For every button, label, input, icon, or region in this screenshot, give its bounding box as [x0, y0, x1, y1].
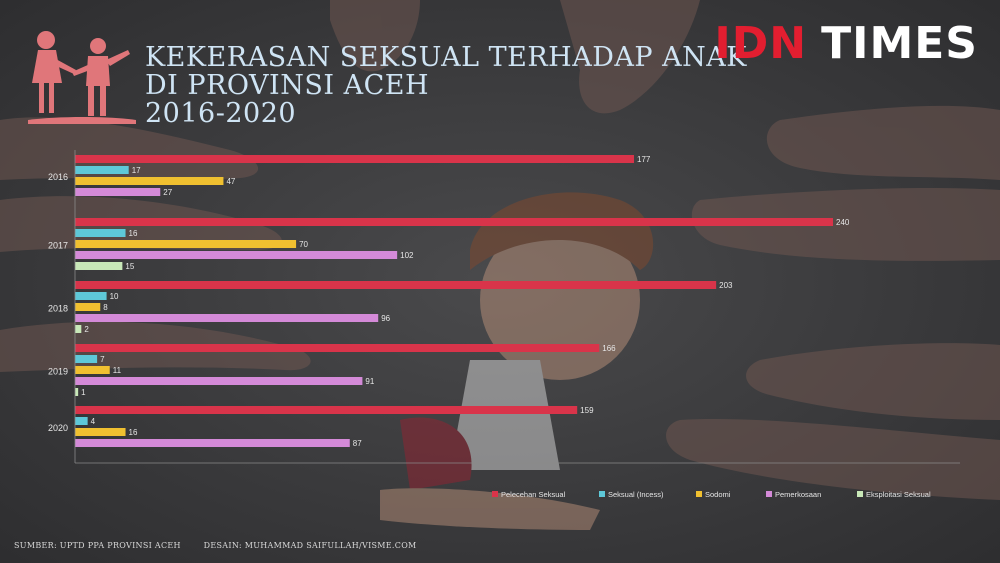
bar	[75, 439, 350, 447]
idn-times-logo: IDN TIMES	[714, 18, 978, 69]
bar	[75, 388, 79, 396]
bar-value-label: 70	[299, 240, 308, 249]
y-tick-label: 2019	[48, 367, 68, 377]
bar-value-label: 177	[637, 155, 651, 164]
bar	[75, 417, 88, 425]
bar-value-label: 27	[163, 188, 172, 197]
bar-value-label: 159	[580, 406, 594, 415]
bar-value-label: 16	[129, 428, 138, 437]
bar-value-label: 7	[100, 355, 105, 364]
legend-swatch	[492, 491, 498, 497]
bar-value-label: 16	[129, 229, 138, 238]
legend-swatch	[599, 491, 605, 497]
bar	[75, 177, 224, 185]
bar	[75, 366, 110, 374]
bar-value-label: 1	[81, 388, 86, 397]
bar-value-label: 47	[226, 177, 235, 186]
y-tick-label: 2016	[48, 172, 68, 182]
bar	[75, 281, 717, 289]
bar-value-label: 240	[836, 218, 850, 227]
bar-value-label: 2	[84, 325, 89, 334]
bar	[75, 428, 126, 436]
y-tick-label: 2020	[48, 423, 68, 433]
title-line-1: KEKERASAN SEKSUAL TERHADAP ANAK	[145, 42, 747, 73]
children-silhouette-icon	[28, 31, 136, 124]
logo-idn: IDN	[714, 18, 808, 69]
bar-value-label: 166	[602, 344, 616, 353]
legend-label: Pemerkosaan	[775, 490, 821, 499]
bar-value-label: 15	[125, 262, 134, 271]
bar-value-label: 96	[381, 314, 390, 323]
bar	[75, 188, 161, 196]
bar	[75, 314, 379, 322]
bar	[75, 292, 107, 300]
legend-label: Eksploitasi Seksual	[866, 490, 931, 499]
legend-swatch	[857, 491, 863, 497]
bar	[75, 325, 82, 333]
bar-value-label: 10	[110, 292, 119, 301]
legend-label: Pelecehan Seksual	[501, 490, 566, 499]
y-tick-label: 2018	[48, 304, 68, 314]
bar-value-label: 102	[400, 251, 414, 260]
bar	[75, 240, 297, 248]
bar-value-label: 4	[91, 417, 96, 426]
bar	[75, 218, 833, 226]
bar	[75, 377, 363, 385]
bar-value-label: 11	[113, 366, 122, 375]
title-line-2: DI PROVINSI ACEH	[145, 70, 429, 101]
bar	[75, 355, 98, 363]
bar-value-label: 8	[103, 303, 108, 312]
bar	[75, 155, 635, 163]
footer-source: SUMBER: UPTD PPA PROVINSI ACEH	[14, 541, 181, 550]
logo-times: TIMES	[821, 18, 978, 69]
title-line-3: 2016-2020	[145, 98, 297, 129]
bar-value-label: 203	[719, 281, 733, 290]
bar	[75, 303, 101, 311]
bar-value-label: 17	[132, 166, 141, 175]
bar-value-label: 91	[365, 377, 374, 386]
legend-label: Seksual (Incess)	[608, 490, 664, 499]
bar	[75, 251, 398, 259]
y-tick-label: 2017	[48, 241, 68, 251]
bar-value-label: 87	[353, 439, 362, 448]
legend-swatch	[696, 491, 702, 497]
chart-title: KEKERASAN SEKSUAL TERHADAP ANAK DI PROVI…	[145, 44, 747, 128]
bar	[75, 229, 126, 237]
legend-swatch	[766, 491, 772, 497]
bar	[75, 344, 600, 352]
legend-label: Sodomi	[705, 490, 731, 499]
bar	[75, 166, 129, 174]
bar	[75, 406, 578, 414]
footer-design: DESAIN: MUHAMMAD SAIFULLAH/VISME.COM	[203, 541, 417, 550]
footer: SUMBER: UPTD PPA PROVINSI ACEH DESAIN: M…	[14, 541, 437, 550]
bar	[75, 262, 123, 270]
